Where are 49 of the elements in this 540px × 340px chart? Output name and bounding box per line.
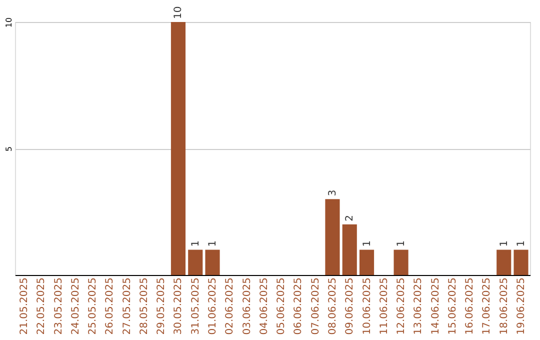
- x-tick-label: 27.05.2025: [122, 278, 133, 335]
- x-tick-label: 14.06.2025: [430, 278, 442, 335]
- y-tick-label: 5: [4, 146, 14, 152]
- x-tick-label: 07.06.2025: [310, 278, 322, 335]
- x-tick-label: 31.05.2025: [190, 278, 202, 335]
- data-label: 1: [190, 240, 202, 247]
- x-tick-label: 17.06.2025: [482, 278, 493, 335]
- x-tick-label: 08.06.2025: [327, 278, 338, 335]
- bar: [496, 250, 512, 275]
- x-tick-label: 01.06.2025: [208, 278, 219, 335]
- x-tick-label: 29.05.2025: [156, 278, 168, 335]
- data-label: 1: [208, 240, 219, 247]
- x-tick-label: 10.06.2025: [362, 278, 373, 335]
- x-tick-label: 12.06.2025: [396, 278, 408, 335]
- bar: [205, 250, 220, 275]
- x-tick-label: 02.06.2025: [224, 278, 236, 335]
- bar: [342, 224, 357, 275]
- x-tick-label: 04.06.2025: [258, 278, 270, 335]
- bar: [170, 22, 186, 275]
- data-label: 1: [498, 240, 510, 247]
- data-label: 3: [327, 190, 338, 196]
- x-tick-label: 22.05.2025: [36, 278, 48, 335]
- bar: [188, 250, 203, 275]
- x-tick-label: 23.05.2025: [53, 278, 64, 335]
- x-tick-label: 21.05.2025: [19, 278, 30, 335]
- x-tick-label: 13.06.2025: [413, 278, 424, 335]
- data-label: 10: [173, 6, 184, 19]
- bar: [359, 250, 374, 275]
- x-tick-label: 30.05.2025: [173, 278, 184, 335]
- x-tick-label: 26.05.2025: [104, 278, 116, 335]
- x-tick-label: 19.06.2025: [516, 278, 528, 335]
- x-tick-label: 06.06.2025: [293, 278, 304, 335]
- bar: [394, 250, 408, 275]
- bar: [325, 199, 340, 275]
- x-tick-label: 03.06.2025: [242, 278, 253, 335]
- x-tick-label: 18.06.2025: [498, 278, 510, 335]
- x-tick-label: 28.05.2025: [138, 278, 150, 335]
- data-label: 1: [362, 240, 373, 247]
- bar: [514, 250, 528, 275]
- x-tick-label: 09.06.2025: [344, 278, 356, 335]
- x-tick-label: 11.06.2025: [378, 278, 390, 335]
- x-tick-label: 15.06.2025: [447, 278, 458, 335]
- data-label: 1: [396, 240, 408, 247]
- x-tick-label: 16.06.2025: [464, 278, 476, 335]
- x-tick-label: 25.05.2025: [88, 278, 99, 335]
- data-label: 1: [516, 240, 528, 247]
- data-label: 2: [344, 215, 356, 222]
- x-tick-label: 05.06.2025: [276, 278, 288, 335]
- x-tick-label: 24.05.2025: [70, 278, 82, 335]
